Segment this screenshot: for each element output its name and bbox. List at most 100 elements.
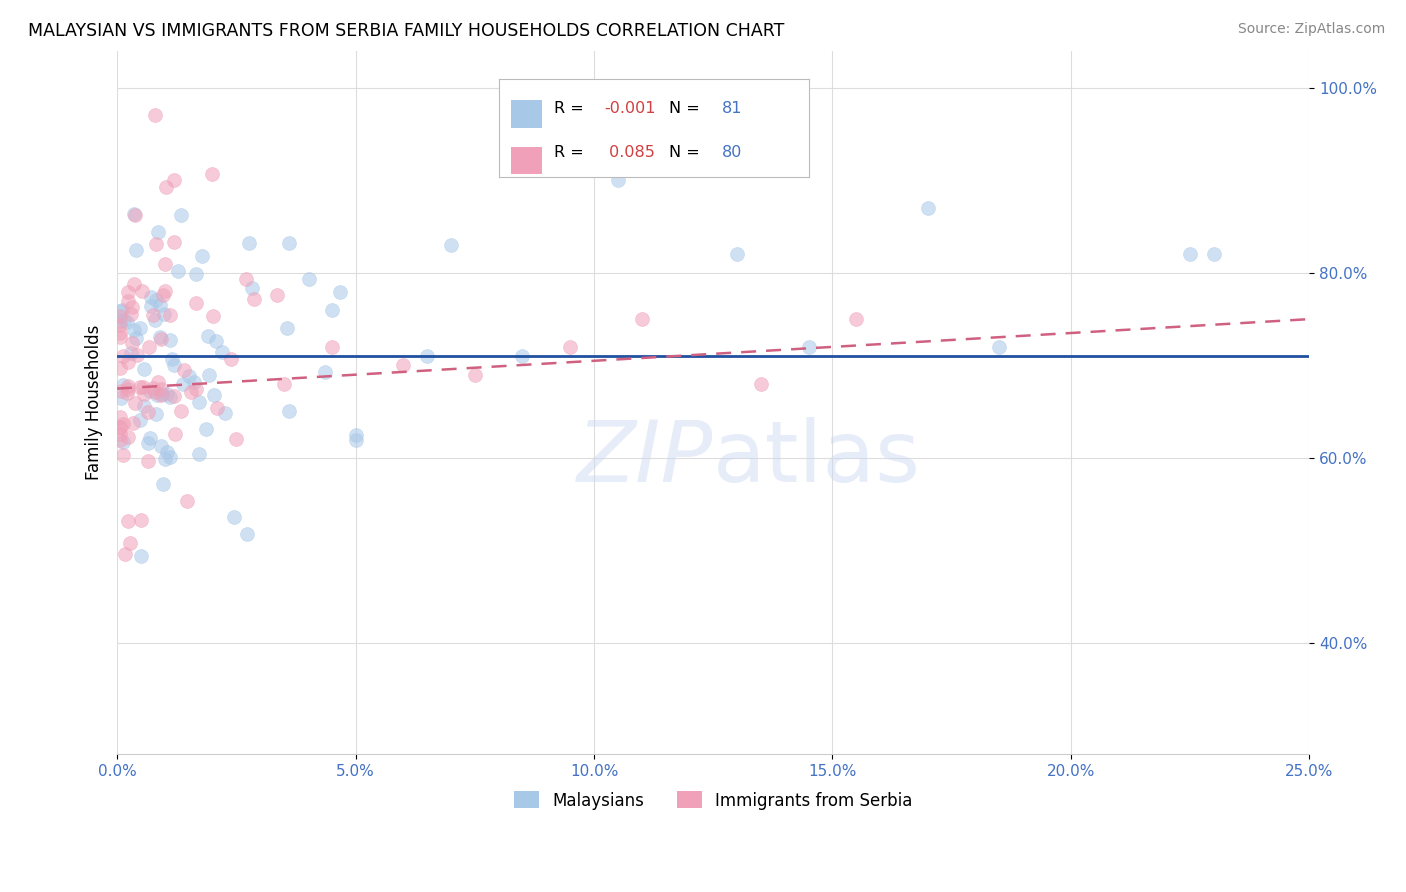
Text: atlas: atlas bbox=[713, 417, 921, 500]
Point bbox=[211, 344, 233, 359]
Point bbox=[235, 272, 257, 286]
Point bbox=[163, 389, 186, 403]
Point bbox=[108, 313, 131, 327]
Point bbox=[278, 235, 301, 250]
Point bbox=[159, 450, 181, 465]
Point bbox=[159, 308, 181, 322]
Point bbox=[108, 326, 131, 340]
Point bbox=[108, 309, 131, 323]
Point bbox=[120, 346, 142, 360]
Point bbox=[464, 368, 486, 382]
Point bbox=[243, 292, 266, 306]
Point bbox=[112, 349, 135, 363]
Point bbox=[416, 349, 439, 363]
Point bbox=[146, 388, 169, 402]
Point bbox=[142, 381, 165, 395]
Point bbox=[191, 249, 214, 263]
Text: Source: ZipAtlas.com: Source: ZipAtlas.com bbox=[1237, 22, 1385, 37]
Point bbox=[183, 375, 205, 389]
Point bbox=[176, 493, 198, 508]
Point bbox=[136, 404, 159, 418]
Point bbox=[205, 401, 228, 416]
Legend: Malaysians, Immigrants from Serbia: Malaysians, Immigrants from Serbia bbox=[508, 785, 920, 816]
Point bbox=[240, 281, 263, 295]
Point bbox=[153, 257, 176, 271]
Point bbox=[238, 235, 260, 250]
Text: MALAYSIAN VS IMMIGRANTS FROM SERBIA FAMILY HOUSEHOLDS CORRELATION CHART: MALAYSIAN VS IMMIGRANTS FROM SERBIA FAMI… bbox=[28, 22, 785, 40]
Point bbox=[344, 433, 367, 447]
Point bbox=[173, 363, 195, 377]
Point bbox=[132, 380, 155, 394]
Point bbox=[125, 331, 148, 345]
Point bbox=[139, 384, 162, 398]
Point bbox=[152, 307, 174, 321]
Point bbox=[298, 272, 321, 286]
Point bbox=[170, 208, 193, 222]
Point bbox=[108, 410, 131, 425]
Point bbox=[143, 385, 166, 400]
Point bbox=[150, 439, 173, 453]
Point bbox=[156, 445, 179, 459]
Point bbox=[110, 391, 132, 405]
Point bbox=[152, 287, 174, 301]
Point bbox=[180, 384, 202, 399]
Point bbox=[129, 321, 152, 335]
Point bbox=[606, 173, 628, 187]
Point bbox=[108, 304, 131, 318]
Point bbox=[186, 267, 208, 281]
Point bbox=[186, 382, 208, 396]
Point bbox=[149, 382, 172, 396]
Point bbox=[149, 297, 172, 311]
Point bbox=[122, 277, 145, 291]
Point bbox=[111, 434, 134, 449]
Point bbox=[125, 348, 148, 362]
Point bbox=[120, 307, 142, 321]
Point bbox=[201, 309, 224, 323]
Point bbox=[129, 513, 152, 527]
Point bbox=[845, 312, 868, 326]
Point bbox=[186, 295, 208, 310]
Point bbox=[118, 535, 141, 549]
Point bbox=[117, 514, 139, 528]
Point bbox=[179, 368, 201, 383]
Point bbox=[122, 207, 145, 221]
Point bbox=[131, 549, 153, 563]
Point bbox=[512, 349, 534, 363]
Point bbox=[136, 436, 159, 450]
Point bbox=[219, 351, 242, 366]
Point bbox=[1178, 247, 1201, 261]
Point bbox=[214, 406, 236, 420]
Point bbox=[108, 433, 131, 447]
Point bbox=[150, 333, 173, 347]
Point bbox=[170, 404, 193, 418]
Point bbox=[156, 387, 179, 401]
Point bbox=[440, 238, 463, 252]
Point bbox=[111, 378, 134, 392]
Point bbox=[187, 447, 209, 461]
Point bbox=[917, 201, 939, 215]
Point bbox=[159, 333, 181, 347]
Point bbox=[122, 416, 145, 430]
Point bbox=[225, 432, 247, 446]
Point bbox=[145, 407, 167, 421]
Point bbox=[155, 451, 177, 466]
Point bbox=[125, 243, 148, 257]
Point bbox=[108, 318, 131, 333]
Point bbox=[117, 354, 139, 368]
Point bbox=[117, 383, 139, 397]
Point bbox=[134, 387, 156, 401]
Point bbox=[148, 225, 170, 239]
Point bbox=[321, 302, 343, 317]
Point bbox=[162, 352, 184, 367]
Point bbox=[145, 293, 167, 307]
Point bbox=[1202, 247, 1225, 261]
Point bbox=[143, 313, 166, 327]
Point bbox=[150, 386, 173, 401]
Point bbox=[117, 430, 139, 444]
Point bbox=[146, 375, 169, 389]
Point bbox=[205, 334, 228, 349]
Point bbox=[321, 340, 343, 354]
Point bbox=[797, 340, 820, 354]
Point bbox=[163, 235, 186, 249]
Point bbox=[128, 412, 150, 426]
